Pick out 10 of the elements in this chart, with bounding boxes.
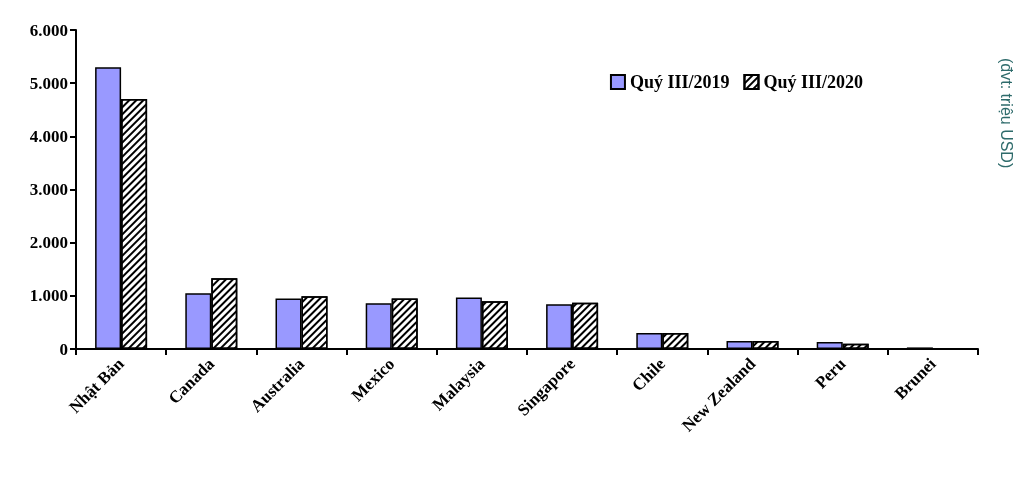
text: (đvt: triệu USD)	[997, 58, 1015, 169]
legend-label: Quý III/2019	[629, 72, 730, 92]
y-tick-label: 5.000	[29, 73, 68, 93]
y-tick-label: 6.000	[29, 20, 68, 40]
y-tick-label: 4.000	[29, 126, 68, 146]
legend-label: Quý III/2020	[763, 72, 863, 92]
y-tick-label: 3.000	[29, 180, 68, 199]
y-tick-label: 2.000	[29, 233, 68, 253]
y-tick-label: 1.000	[29, 286, 68, 306]
y-tick-label: 0	[59, 339, 68, 359]
